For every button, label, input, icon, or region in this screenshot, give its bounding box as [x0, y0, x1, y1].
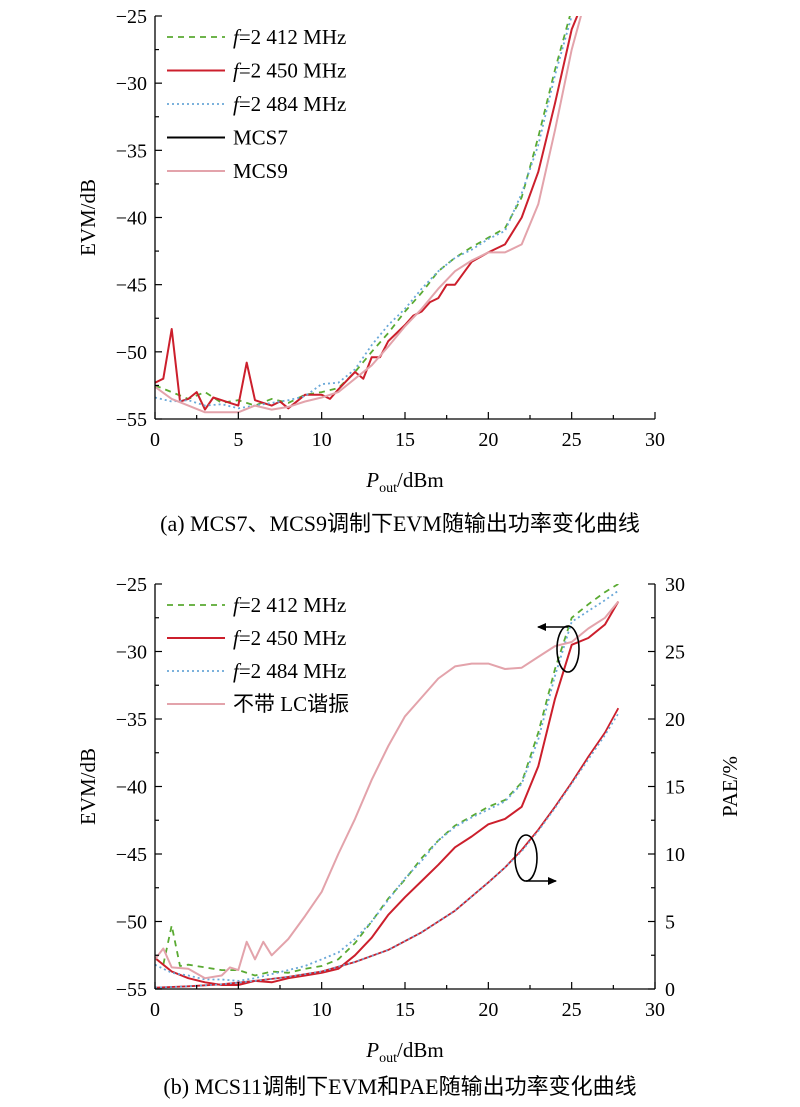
- legend-label: f=2 412 MHz: [233, 25, 346, 49]
- y-tick-label: −25: [116, 6, 147, 28]
- y-tick-label: −45: [116, 844, 147, 866]
- x-tick-label: 25: [562, 429, 582, 451]
- x-tick-label: 10: [312, 999, 332, 1021]
- legend-label-italic: f: [233, 92, 242, 116]
- x-tick-label: 15: [395, 999, 415, 1021]
- series-line-2: [155, 590, 619, 982]
- legend-label: f=2 450 MHz: [233, 59, 346, 83]
- y-tick-label: −45: [116, 275, 147, 297]
- series-line-5: [155, 713, 619, 989]
- x-tick-label: 20: [478, 999, 498, 1021]
- y2-tick-label: 0: [665, 979, 675, 1001]
- legend-label-text: MCS7: [233, 126, 288, 150]
- legend-label-text: =2 412 MHz: [239, 25, 347, 49]
- legend-label: f=2 450 MHz: [233, 626, 346, 650]
- series-group: [155, 584, 620, 989]
- right-axis-ellipse: [514, 834, 538, 882]
- y2-tick-label: 15: [665, 777, 685, 799]
- x-axis-title: Pout/dBm: [365, 468, 443, 496]
- legend-label-text: 不带 LC谐振: [233, 692, 349, 716]
- legend-label: f=2 484 MHz: [233, 659, 346, 683]
- x-tick-label: 5: [233, 429, 243, 451]
- series-line-0: [155, 584, 619, 977]
- legend-label: MCS7: [233, 126, 288, 150]
- series-group: [155, 16, 582, 414]
- legend-label-italic: f: [233, 59, 242, 83]
- y2-tick-label: 20: [665, 709, 685, 731]
- legend-label: MCS9: [233, 159, 288, 183]
- series-line-2: [155, 16, 573, 410]
- series-line-1: [155, 16, 579, 411]
- legend-label-text: =2 450 MHz: [239, 59, 347, 83]
- y-tick-label: −55: [116, 979, 147, 1001]
- x-axis-title-main: P: [365, 468, 379, 492]
- legend-label-italic: f: [233, 25, 242, 49]
- y-tick-label: −30: [116, 73, 147, 95]
- x-axis-title-sub: out: [379, 481, 397, 496]
- right-axis-annotation: [514, 834, 557, 885]
- left-axis-annotation: [537, 623, 580, 673]
- legend-label-text: =2 450 MHz: [239, 626, 347, 650]
- chart-a: 0 5 10 15 20 25 30 −55 −50 −45 −40 −35 −30 −25 EVM/dB P…: [76, 6, 665, 496]
- y2-tick-label: 25: [665, 642, 685, 664]
- x-tick-label: 0: [150, 429, 160, 451]
- x-axis-title-sub: out: [379, 1051, 397, 1066]
- x-axis-title-main: P: [365, 1038, 379, 1062]
- y-tick-label: −40: [116, 777, 147, 799]
- x-tick-label: 25: [562, 999, 582, 1021]
- y2-tick-label: 30: [665, 574, 685, 596]
- x-axis-title-unit: /dBm: [397, 1038, 444, 1062]
- y-tick-label: −25: [116, 574, 147, 596]
- x-tick-label: 0: [150, 999, 160, 1021]
- legend-label-italic: f: [233, 626, 242, 650]
- legend-label-text: =2 484 MHz: [239, 92, 347, 116]
- y-axis-title: EVM/dB: [76, 179, 100, 256]
- legend-label: 不带 LC谐振: [233, 692, 349, 716]
- y-tick-label: −50: [116, 342, 147, 364]
- y-tick-label: −30: [116, 642, 147, 664]
- series-line-3: [155, 16, 582, 414]
- x-tick-label: 30: [645, 999, 665, 1021]
- y-axis-title: EVM/dB: [76, 748, 100, 825]
- legend-label: f=2 484 MHz: [233, 92, 346, 116]
- legend-label-text: MCS9: [233, 159, 288, 183]
- x-tick-label: 30: [645, 429, 665, 451]
- series-line-1: [155, 600, 620, 986]
- y-tick-label: −55: [116, 409, 147, 431]
- y2-tick-label: 10: [665, 844, 685, 866]
- x-tick-label: 10: [312, 429, 332, 451]
- chart-b: 0 5 10 15 20 25 30 −55 −50 −45 −40 −35 −30 −25 0 5 10 15 2…: [76, 574, 742, 1066]
- y2-axis-title: PAE/%: [718, 756, 742, 817]
- y2-tick-label: 5: [665, 912, 675, 934]
- series-line-3: [155, 600, 620, 980]
- legend-label-text: =2 484 MHz: [239, 659, 347, 683]
- caption-a: (a) MCS7、MCS9调制下EVM随输出功率变化曲线: [160, 511, 640, 536]
- x-tick-label: 20: [478, 429, 498, 451]
- caption-b: (b) MCS11调制下EVM和PAE随输出功率变化曲线: [163, 1074, 636, 1099]
- y-tick-label: −40: [116, 208, 147, 230]
- x-axis-title-unit: /dBm: [397, 468, 444, 492]
- legend-label-text: =2 412 MHz: [239, 593, 347, 617]
- legend-label-italic: f: [233, 593, 242, 617]
- left-axis-ellipse: [556, 625, 580, 673]
- x-tick-label: 15: [395, 429, 415, 451]
- y-tick-label: −35: [116, 140, 147, 162]
- y-tick-label: −35: [116, 709, 147, 731]
- x-tick-label: 5: [233, 999, 243, 1021]
- y-tick-label: −50: [116, 912, 147, 934]
- legend-label: f=2 412 MHz: [233, 593, 346, 617]
- legend-label-italic: f: [233, 659, 242, 683]
- x-axis-title: Pout/dBm: [365, 1038, 443, 1066]
